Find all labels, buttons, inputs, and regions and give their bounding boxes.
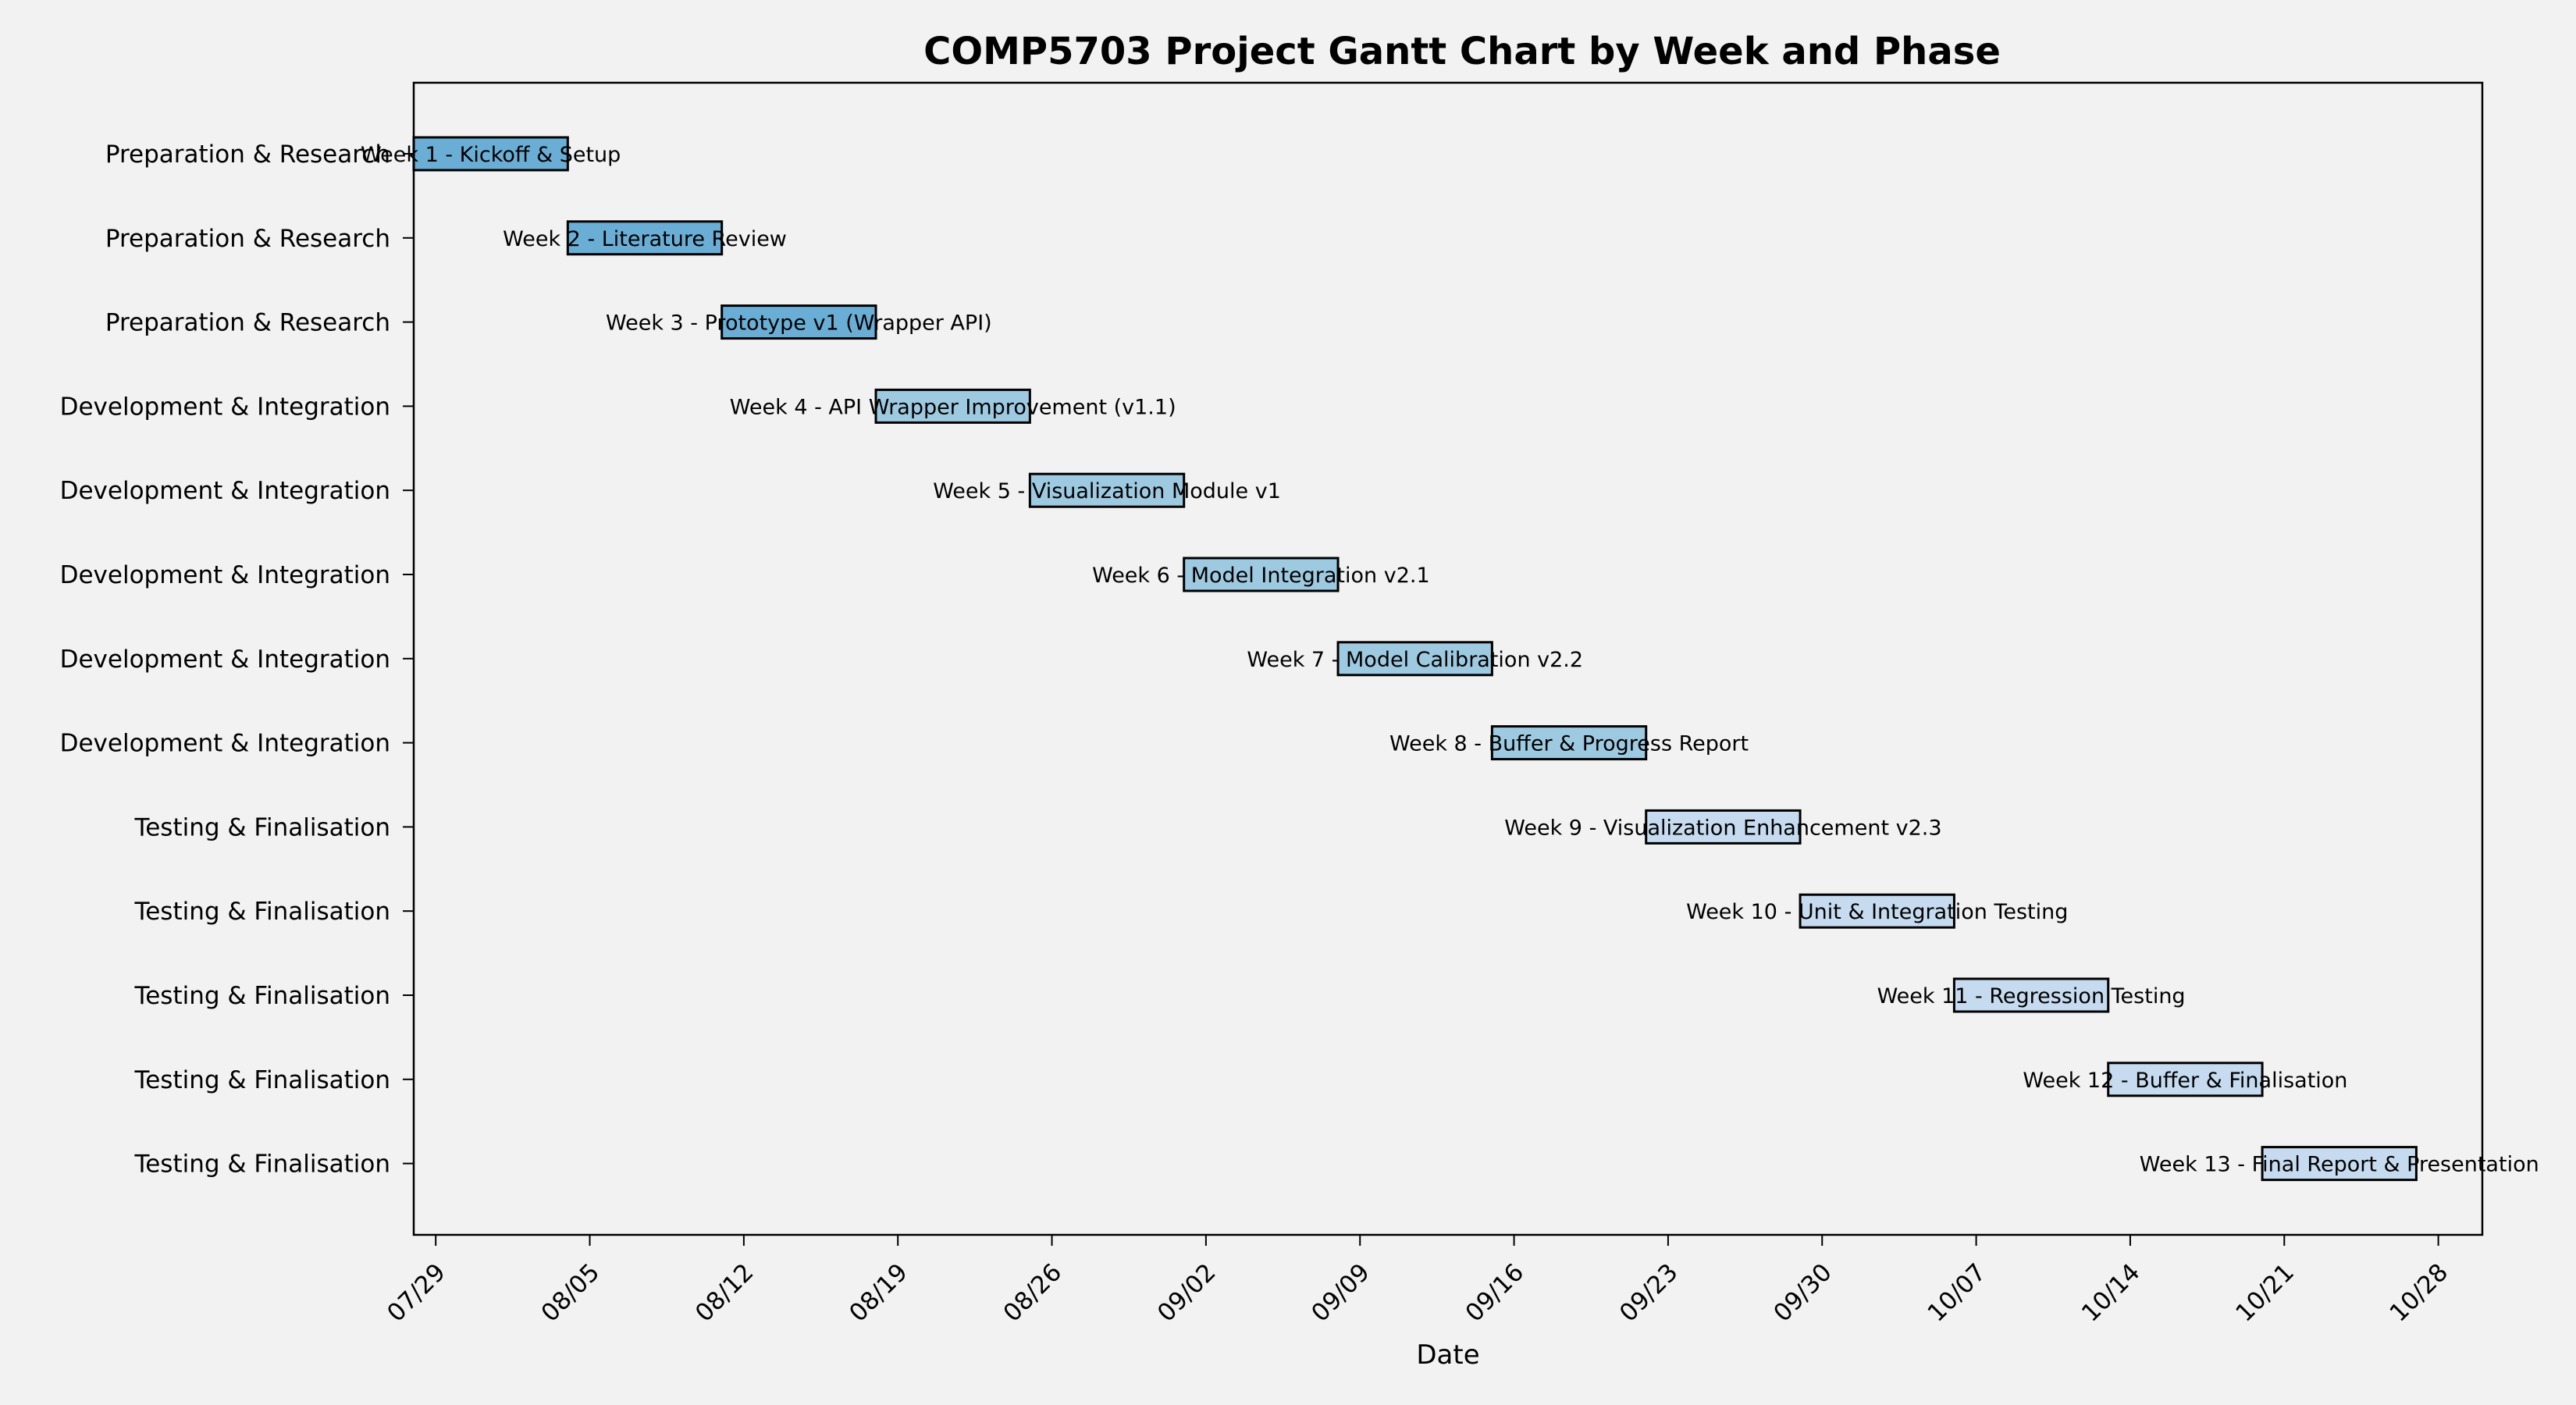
y-tick-label: Testing & Finalisation	[134, 982, 390, 1010]
bar-label: Week 13 - Final Report & Presentation	[2140, 1153, 2539, 1177]
bar-label: Week 6 - Model Integration v2.1	[1092, 564, 1430, 588]
y-tick-label: Development & Integration	[60, 477, 390, 505]
x-tick-label: 08/12	[690, 1258, 760, 1328]
bar-label: Week 8 - Buffer & Progress Report	[1389, 732, 1749, 756]
x-axis-label: Date	[1416, 1339, 1479, 1371]
gantt-bar	[566, 220, 724, 256]
bar-label: Week 5 - Visualization Module v1	[933, 479, 1281, 503]
y-tick-label: Preparation & Research	[105, 309, 390, 337]
gantt-bar	[1799, 893, 1955, 929]
gantt-bar	[1336, 641, 1493, 677]
y-tick-label: Development & Integration	[60, 730, 390, 758]
gantt-bar	[412, 136, 569, 172]
y-tick-label: Testing & Finalisation	[134, 1151, 390, 1179]
gantt-bar	[1952, 977, 2110, 1013]
y-tick-label: Testing & Finalisation	[134, 813, 390, 841]
gantt-bar	[1183, 557, 1340, 592]
bar-label: Week 10 - Unit & Integration Testing	[1686, 900, 2068, 924]
x-tick-label: 09/09	[1306, 1258, 1375, 1328]
bar-label: Week 4 - API Wrapper Improvement (v1.1)	[730, 395, 1176, 419]
bar-label: Week 9 - Visualization Enhancement v2.3	[1504, 816, 1941, 840]
bar-label: Week 11 - Regression Testing	[1877, 984, 2186, 1008]
y-tick-label: Preparation & Research	[105, 140, 390, 169]
chart-title: COMP5703 Project Gantt Chart by Week and…	[923, 30, 2001, 73]
gantt-bar	[1028, 472, 1186, 508]
gantt-bar	[720, 304, 877, 340]
x-tick-label: 07/29	[382, 1258, 451, 1328]
gantt-bar	[874, 388, 1031, 424]
x-tick-label: 10/14	[2076, 1258, 2146, 1328]
x-tick-label: 08/26	[998, 1258, 1068, 1328]
y-tick-label: Development & Integration	[60, 646, 390, 674]
x-tick-label: 09/16	[1461, 1258, 1530, 1328]
bar-label: Week 12 - Buffer & Finalisation	[2023, 1069, 2347, 1093]
x-tick-label: 10/21	[2230, 1258, 2300, 1328]
chart-marks: 07/29 08/05 08/12 08/19 08/26 09/02 09/09 09/16…	[60, 136, 2539, 1328]
x-tick-label: 09/02	[1152, 1258, 1222, 1328]
y-tick-label: Testing & Finalisation	[134, 898, 390, 926]
bar-label: Week 3 - Prototype v1 (Wrapper API)	[606, 311, 992, 336]
bar-label: Week 1 - Kickoff & Setup	[361, 143, 621, 167]
gantt-bar	[1490, 725, 1648, 761]
bar-label: Week 7 - Model Calibration v2.2	[1247, 648, 1583, 672]
bar-label: Week 2 - Literature Review	[503, 227, 787, 251]
x-tick-label: 09/23	[1614, 1258, 1684, 1328]
x-tick-label: 10/28	[2385, 1258, 2454, 1328]
x-tick-label: 09/30	[1768, 1258, 1838, 1328]
x-tick-label: 08/05	[536, 1258, 606, 1328]
y-tick-label: Development & Integration	[60, 561, 390, 589]
x-tick-label: 08/19	[844, 1258, 913, 1328]
gantt-bar	[2107, 1062, 2264, 1097]
x-tick-label: 10/07	[1923, 1258, 1992, 1328]
y-tick-label: Development & Integration	[60, 393, 390, 421]
y-tick-label: Preparation & Research	[105, 225, 390, 253]
gantt-bar	[2261, 1146, 2418, 1182]
y-tick-label: Testing & Finalisation	[134, 1066, 390, 1094]
gantt-bar	[1645, 809, 1802, 845]
